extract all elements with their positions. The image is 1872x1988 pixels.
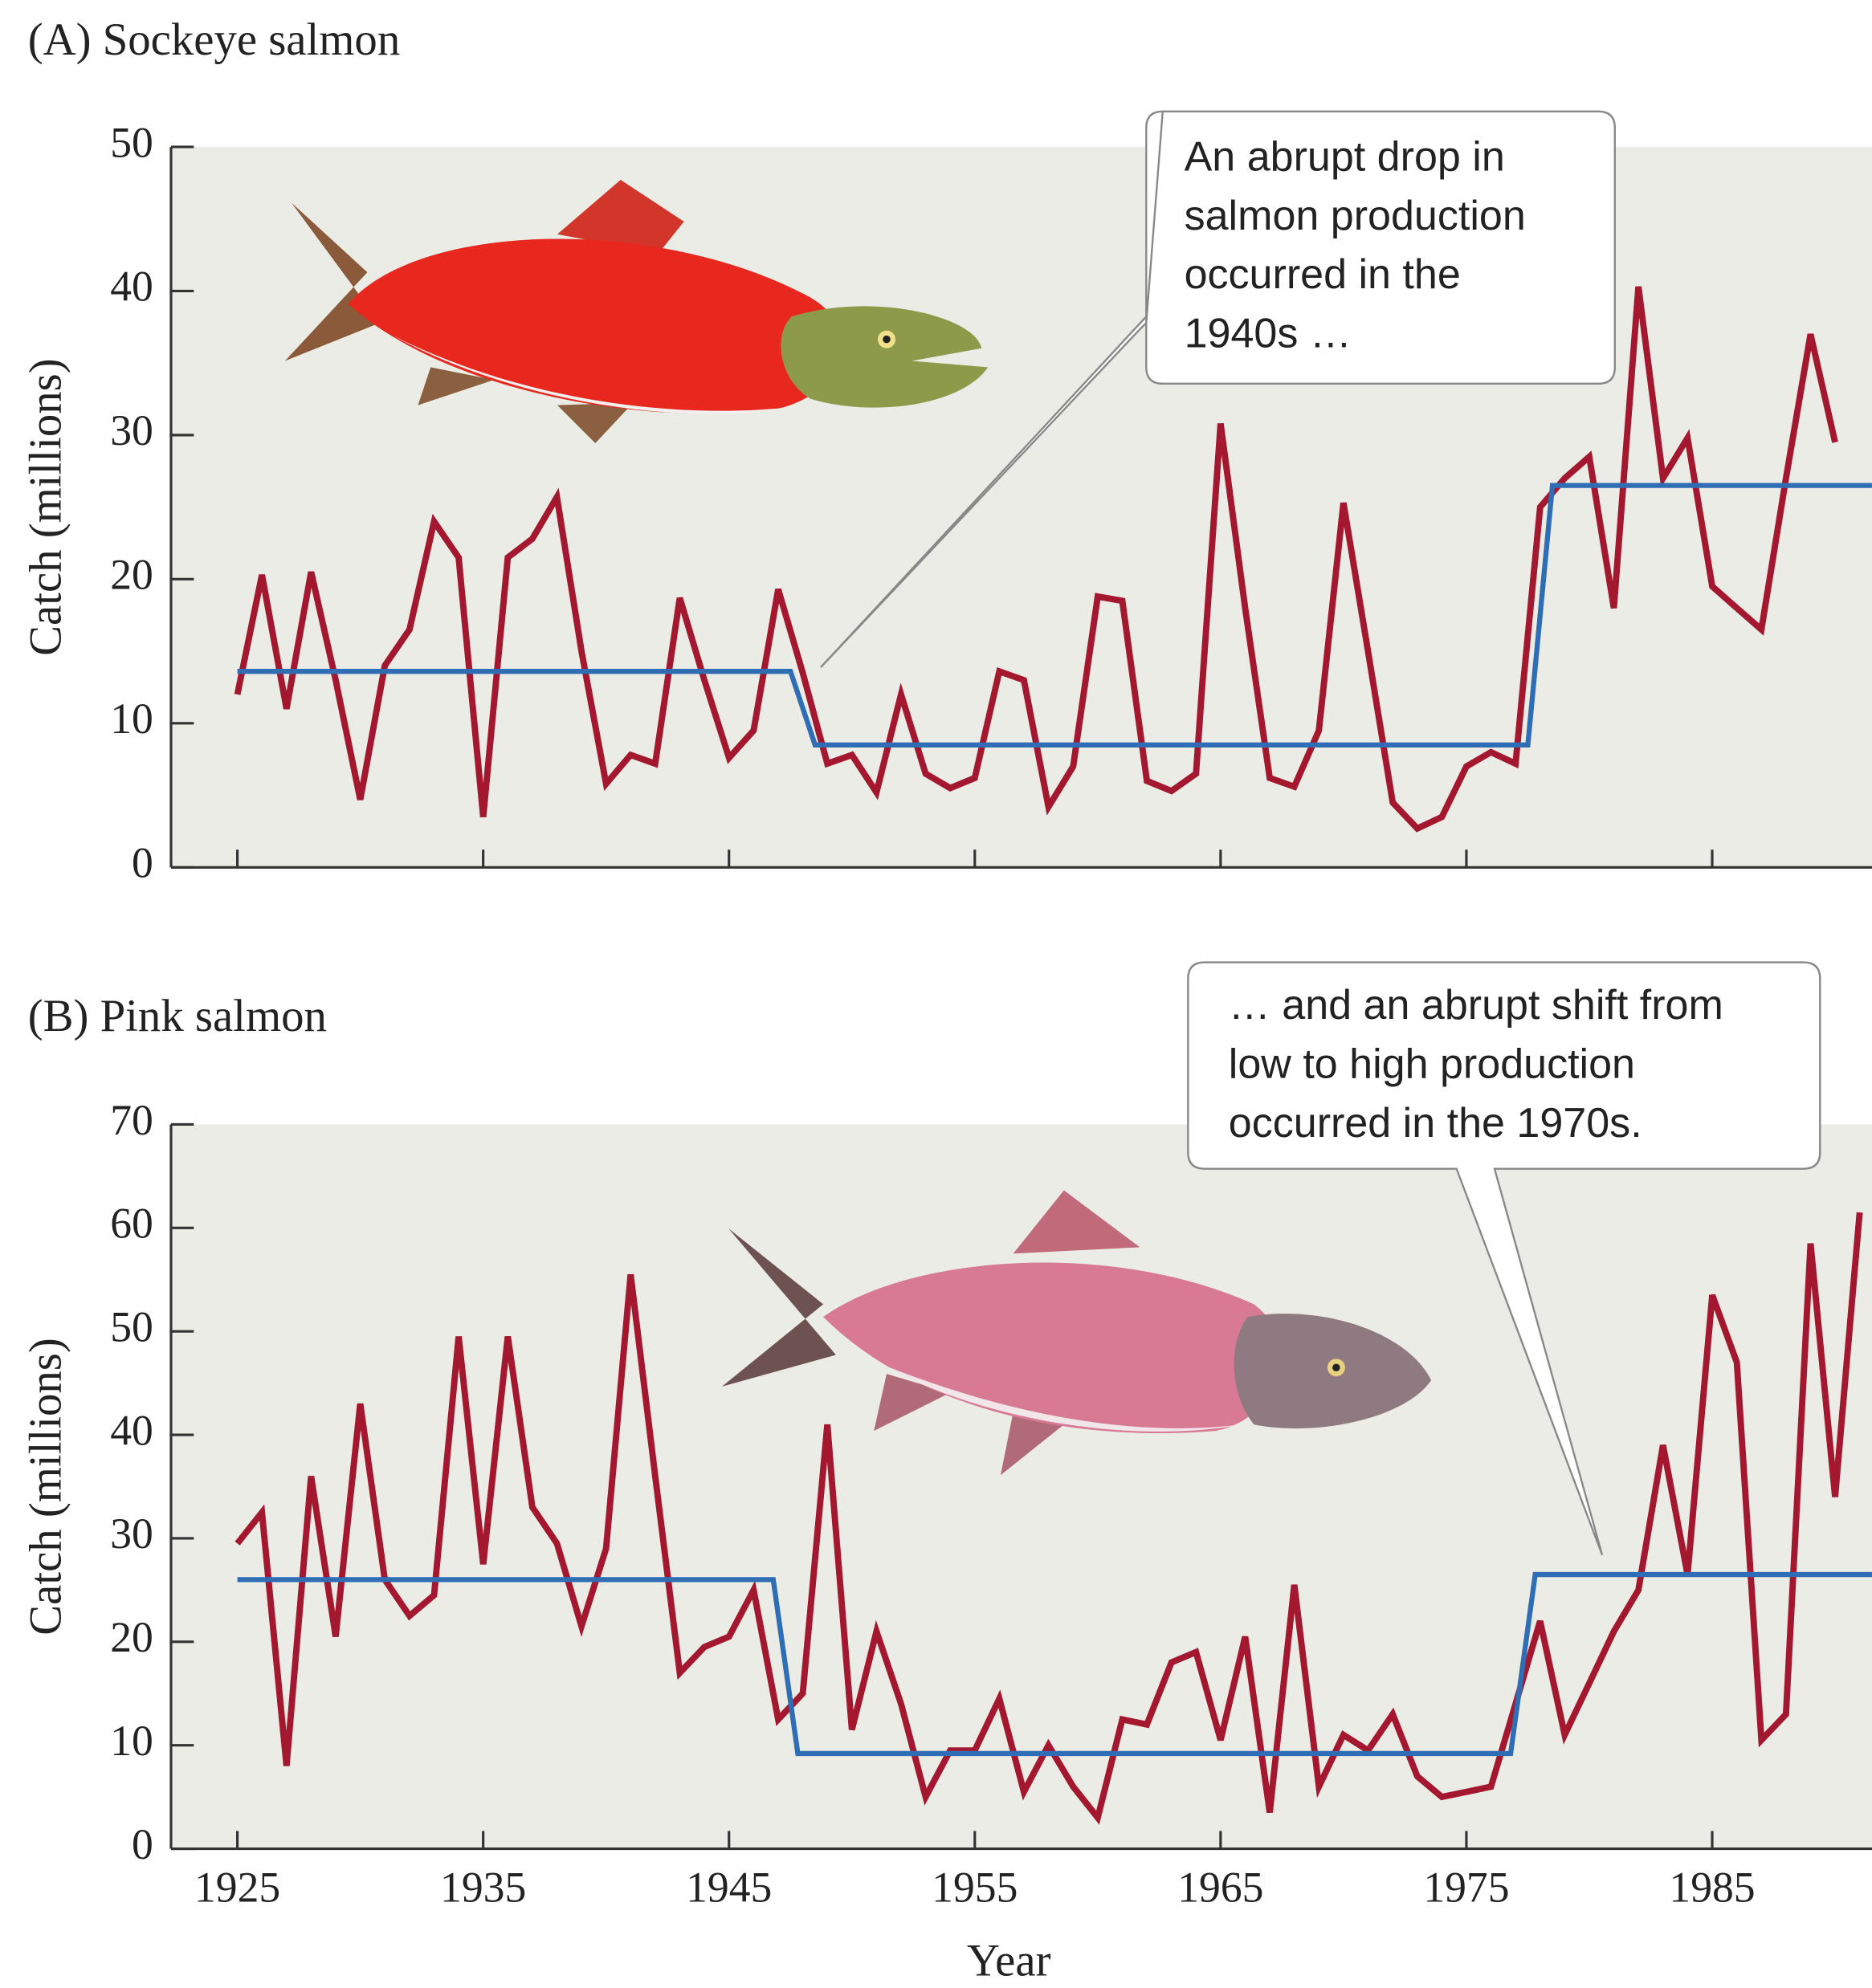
callout-text: 1940s … — [1185, 310, 1352, 356]
y-tick-label: 10 — [110, 1717, 153, 1765]
x-tick-label: 1985 — [1669, 1863, 1755, 1911]
callout-text: … and an abrupt shift from — [1229, 982, 1723, 1029]
y-tick-label: 40 — [110, 263, 153, 311]
plot-background — [171, 1124, 1872, 1848]
y-tick-label: 20 — [110, 551, 153, 599]
callout-text: low to high production — [1229, 1041, 1635, 1087]
callout-text: occurred in the 1970s. — [1229, 1100, 1642, 1147]
y-axis-label: Catch (millions) — [21, 358, 71, 656]
x-tick-label: 1965 — [1177, 1863, 1263, 1911]
y-tick-label: 10 — [110, 695, 153, 743]
y-tick-label: 20 — [110, 1613, 153, 1661]
plot-background — [171, 147, 1872, 867]
y-tick-label: 50 — [110, 1302, 153, 1350]
x-tick-label: 1975 — [1423, 1863, 1509, 1911]
x-tick-label: 1945 — [686, 1863, 772, 1911]
callout-text: salmon production — [1185, 193, 1526, 239]
y-tick-label: 0 — [132, 1820, 153, 1868]
panel-title: (A) Sockeye salmon — [28, 14, 400, 65]
figure: (A) Sockeye salmon Catch (millions) 0 10 20 3… — [0, 0, 1872, 1988]
y-tick-label: 30 — [110, 406, 153, 454]
x-tick-label: 1925 — [194, 1863, 280, 1911]
y-tick-label: 70 — [110, 1096, 153, 1144]
y-tick-label: 30 — [110, 1509, 153, 1558]
y-tick-label: 50 — [110, 118, 153, 166]
y-tick-label: 60 — [110, 1200, 153, 1248]
y-tick-label: 40 — [110, 1406, 153, 1454]
panel-title: (B) Pink salmon — [28, 991, 327, 1041]
y-tick-label: 0 — [132, 839, 153, 887]
callout-text: occurred in the — [1185, 251, 1461, 298]
x-tick-label: 1935 — [440, 1863, 526, 1911]
x-axis-label: Year — [967, 1936, 1051, 1986]
x-tick-label: 1955 — [932, 1863, 1018, 1911]
callout-text: An abrupt drop in — [1185, 133, 1505, 180]
y-axis-label: Catch (millions) — [21, 1338, 71, 1636]
